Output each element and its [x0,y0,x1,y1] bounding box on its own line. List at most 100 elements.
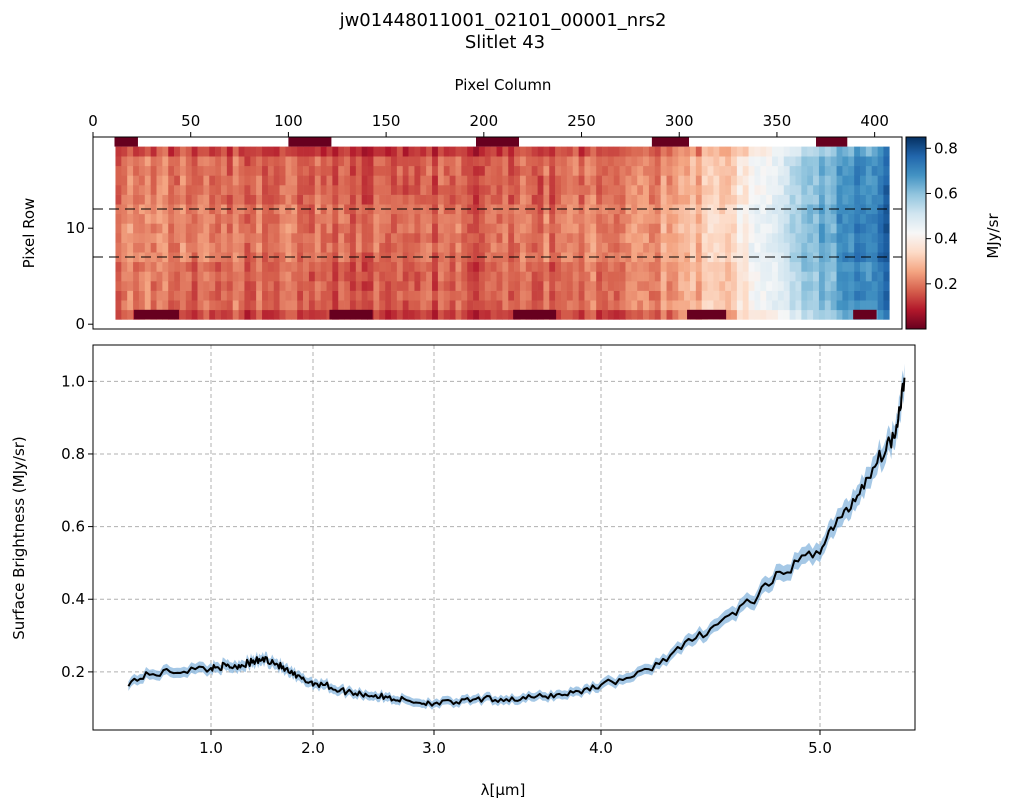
heatmap-cell [267,146,275,157]
heatmap-cell [631,223,638,234]
heatmap-cell [502,252,509,263]
heatmap-cell [789,252,796,263]
heatmap-cell [478,175,486,186]
heatmap-cell [426,156,433,167]
heatmap-cell [625,271,632,282]
heatmap-cell [865,271,873,282]
heatmap-cell [150,156,157,167]
heatmap-cell [226,185,234,195]
heatmap-cell [865,175,873,186]
heatmap-cell [725,165,732,176]
heatmap-cell [725,185,732,195]
heatmap-cell [883,194,890,205]
heatmap-cell [549,252,556,263]
heatmap-cell [455,309,462,320]
heatmap-cell [443,271,450,282]
heatmap-cell [555,281,562,291]
heatmap-cell [215,233,222,243]
heatmap-cell [361,261,368,272]
heatmap-cell [461,165,468,176]
heatmap-cell [777,290,785,301]
heatmap-cell [607,309,615,320]
heatmap-cell [168,300,175,311]
heatmap-cell [297,175,304,186]
heatmap-cell [314,146,321,157]
heatmap-cell [678,300,685,311]
heatmap-cell [525,242,532,253]
heatmap-cell [314,281,321,291]
heatmap-cell [473,213,480,224]
heatmap-cell [643,156,650,167]
heatmap-cell [338,300,345,311]
heatmap-cell [514,242,521,253]
heatmap-cell [813,146,820,157]
heatmap-cell [719,185,726,195]
heatmap-cell [525,233,532,243]
heatmap-cell [789,185,796,195]
heatmap-cell [391,223,398,234]
heatmap-cell [273,165,280,176]
heatmap-cell [848,156,855,167]
heatmap-cell [273,309,280,320]
heatmap-cell [537,223,544,234]
heatmap-cell [619,223,626,234]
heatmap-cell [197,175,204,186]
heatmap-cell [537,242,544,253]
heatmap-cell [572,261,579,272]
heatmap-cell [484,146,491,157]
heatmap-cell [672,146,679,157]
spectrum-y-tick-label: 1.0 [61,372,85,390]
heatmap-cell [666,309,673,320]
heatmap-cell [818,281,826,291]
heatmap-cell [877,271,884,282]
heatmap-cell [719,175,726,186]
heatmap-cell [830,271,837,282]
heatmap-cell [449,223,456,234]
heatmap-cell [437,175,445,186]
heatmap-cell [197,252,204,263]
heatmap-cell [297,233,304,243]
heatmap-cell [197,309,204,320]
saturated-block [114,137,138,147]
heatmap-cell [285,261,292,272]
heatmap-cell [578,223,585,234]
heatmap-cell [695,242,702,253]
heatmap-cell [514,281,521,291]
heatmap-cell [795,175,802,186]
heatmap-cell [449,185,456,195]
heatmap-cell [613,300,620,311]
heatmap-cell [449,309,456,320]
heatmap-cell [613,290,620,301]
heatmap-cell [537,156,544,167]
heatmap-cell [836,281,843,291]
heatmap-cell [871,165,878,176]
heatmap-cell [238,290,245,301]
heatmap-cell [349,242,357,253]
heatmap-cell [713,233,720,243]
heatmap-cell [760,223,767,234]
heatmap-cell [789,175,796,186]
heatmap-cell [437,261,445,272]
heatmap-cell [420,156,427,167]
heatmap-cell [637,281,644,291]
heatmap-cell [736,281,744,291]
heatmap-cell [607,290,615,301]
heatmap-cell [414,281,421,291]
heatmap-cell [455,233,462,243]
heatmap-cell [244,233,251,243]
heatmap-cell [420,194,427,205]
heatmap-cell [220,309,228,320]
heatmap-cell [191,309,198,320]
heatmap-cell [830,233,837,243]
heatmap-cell [215,204,222,215]
heatmap-cell [162,261,169,272]
heatmap-cell [807,290,814,301]
heatmap-cell [326,223,333,234]
heatmap-cell [197,242,204,253]
heatmap-cell [355,175,362,186]
heatmap-x-tick-label: 250 [567,112,596,130]
heatmap-cell [772,281,779,291]
heatmap-cell [654,146,661,157]
heatmap-cell [133,175,140,186]
heatmap-cell [197,271,204,282]
